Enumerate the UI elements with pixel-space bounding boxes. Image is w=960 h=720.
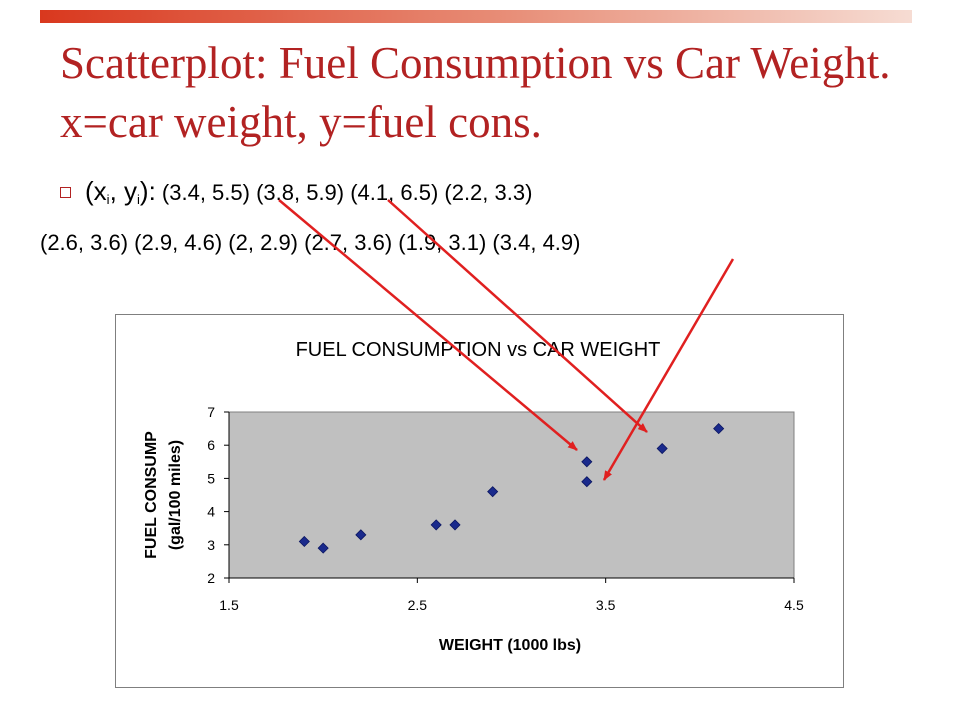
x-tick-label: 3.5 bbox=[596, 597, 616, 613]
arrow-point-3-4-5-5 bbox=[278, 199, 578, 451]
slide-title: Scatterplot: Fuel Consumption vs Car Wei… bbox=[60, 38, 891, 147]
chart-frame bbox=[115, 314, 844, 688]
data-point bbox=[317, 542, 329, 554]
plot-area bbox=[228, 411, 795, 579]
arrow-point-3-8-5-9 bbox=[387, 199, 648, 433]
y-tick-label: 7 bbox=[207, 404, 215, 420]
y-tick-label: 6 bbox=[207, 437, 215, 453]
chart-title: FUEL CONSUMPTION vs CAR WEIGHT bbox=[296, 339, 661, 361]
data-point bbox=[713, 423, 725, 435]
y-axis-label-line1: FUEL CONSUMP bbox=[143, 431, 160, 559]
data-point bbox=[449, 519, 461, 531]
data-point bbox=[430, 519, 442, 531]
data-point bbox=[355, 529, 367, 541]
data-point bbox=[581, 456, 593, 468]
x-tick-label: 1.5 bbox=[219, 597, 239, 613]
y-tick-label: 4 bbox=[207, 504, 215, 520]
y-tick-label: 5 bbox=[207, 470, 215, 486]
bullet-points-line: (xi, yi): (3.4, 5.5) (3.8, 5.9) (4.1, 6.… bbox=[60, 176, 532, 207]
data-point bbox=[656, 442, 668, 455]
data-point bbox=[487, 486, 499, 498]
y-axis-label-line2: (gal/100 miles) bbox=[167, 440, 184, 550]
y-axis: 2 3 4 5 6 7 bbox=[207, 404, 230, 586]
title-accent-bar bbox=[40, 10, 912, 23]
data-point bbox=[581, 476, 593, 488]
x-tick-label: 4.5 bbox=[784, 597, 804, 613]
data-points bbox=[298, 423, 725, 554]
x-axis: 1.5 2.5 3.5 4.5 bbox=[219, 577, 804, 613]
arrow-point-3-4-4-9 bbox=[602, 258, 735, 481]
x-axis-label: WEIGHT (1000 lbs) bbox=[439, 637, 581, 654]
pair-notation: (xi, yi): bbox=[85, 176, 156, 207]
data-point bbox=[298, 535, 310, 548]
annotation-arrows bbox=[278, 199, 735, 481]
x-tick-label: 2.5 bbox=[408, 597, 428, 613]
y-tick-label: 2 bbox=[207, 570, 215, 586]
points-list-2: (2.6, 3.6) (2.9, 4.6) (2, 2.9) (2.7, 3.6… bbox=[40, 230, 581, 255]
points-list-1: (3.4, 5.5) (3.8, 5.9) (4.1, 6.5) (2.2, 3… bbox=[161, 180, 533, 205]
square-bullet-icon bbox=[60, 186, 71, 198]
y-tick-label: 3 bbox=[207, 537, 215, 553]
